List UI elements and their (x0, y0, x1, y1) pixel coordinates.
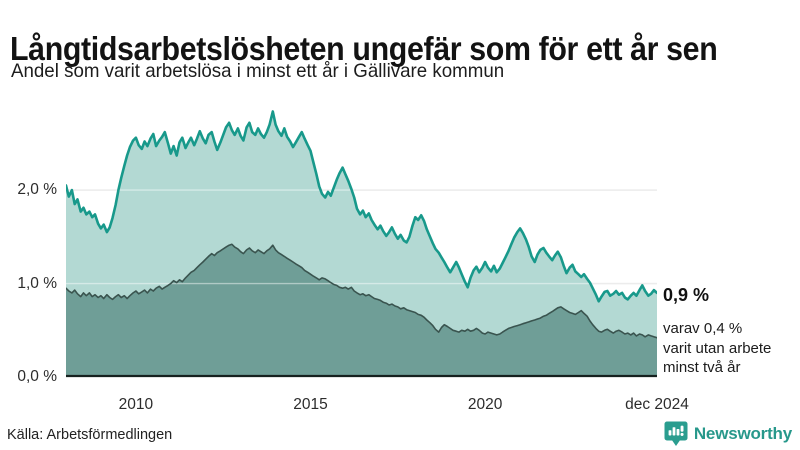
annotation-line: varav 0,4 % (663, 320, 743, 337)
annotation-line: minst två år (663, 359, 741, 376)
area-minst-tva-ar (66, 244, 657, 377)
line-minst-tva-ar (66, 243, 657, 339)
y-axis-label: 2,0 % (17, 181, 57, 199)
newsworthy-logo[interactable]: Newsworthy (664, 421, 792, 447)
x-axis-label: 2010 (118, 396, 154, 413)
page-subtitle: Andel som varit arbetslösa i minst ett å… (11, 60, 505, 82)
x-axis-label: 2015 (293, 396, 328, 413)
y-axis: 0,0 % 1,0 % 2,0 % (0, 0, 60, 450)
y-axis-label: 1,0 % (17, 274, 57, 292)
page-title: Långtidsarbetslösheten ungefär som för e… (10, 30, 718, 68)
x-axis-label: 2020 (467, 396, 503, 413)
latest-value-annotation: 0,9 % varav 0,4 % varit utan arbete mins… (663, 285, 800, 378)
source-note: Källa: Arbetsförmedlingen (7, 427, 173, 443)
latest-value: 0,9 % (663, 285, 710, 305)
line-minst-ett-ar (66, 110, 657, 303)
annotation-detail: varav 0,4 % varit utan arbete minst två … (663, 319, 800, 378)
x-axis-label: dec 2024 (625, 396, 689, 413)
x-axis: 2010 2015 2020 dec 2024 (0, 396, 800, 416)
annotation-line: varit utan arbete (663, 339, 772, 357)
area-chart (66, 110, 657, 378)
brand-name: Newsworthy (693, 424, 792, 443)
y-axis-label: 0,0 % (17, 368, 57, 385)
newsworthy-bubble-chart-icon (664, 421, 688, 446)
